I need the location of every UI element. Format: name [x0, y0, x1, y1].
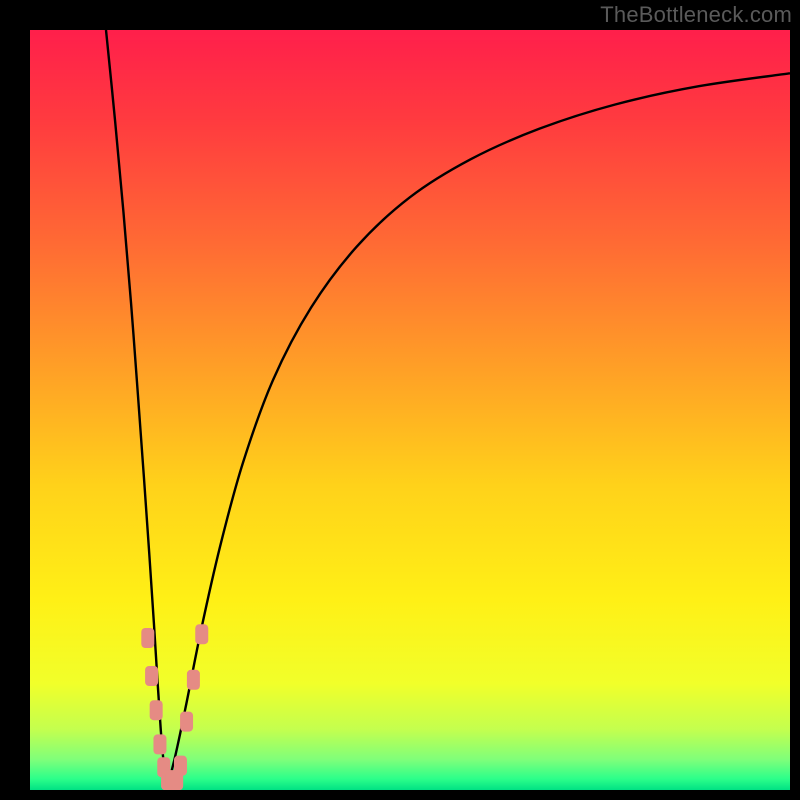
bottleneck-chart: [0, 0, 800, 800]
curve-data-marker: [145, 666, 158, 686]
curve-data-marker: [187, 670, 200, 690]
curve-data-marker: [174, 756, 187, 776]
plot-background-gradient: [30, 30, 790, 790]
curve-data-marker: [180, 712, 193, 732]
curve-data-marker: [153, 734, 166, 754]
curve-data-marker: [195, 624, 208, 644]
curve-data-marker: [150, 700, 163, 720]
curve-data-marker: [141, 628, 154, 648]
watermark-text: TheBottleneck.com: [600, 2, 792, 28]
